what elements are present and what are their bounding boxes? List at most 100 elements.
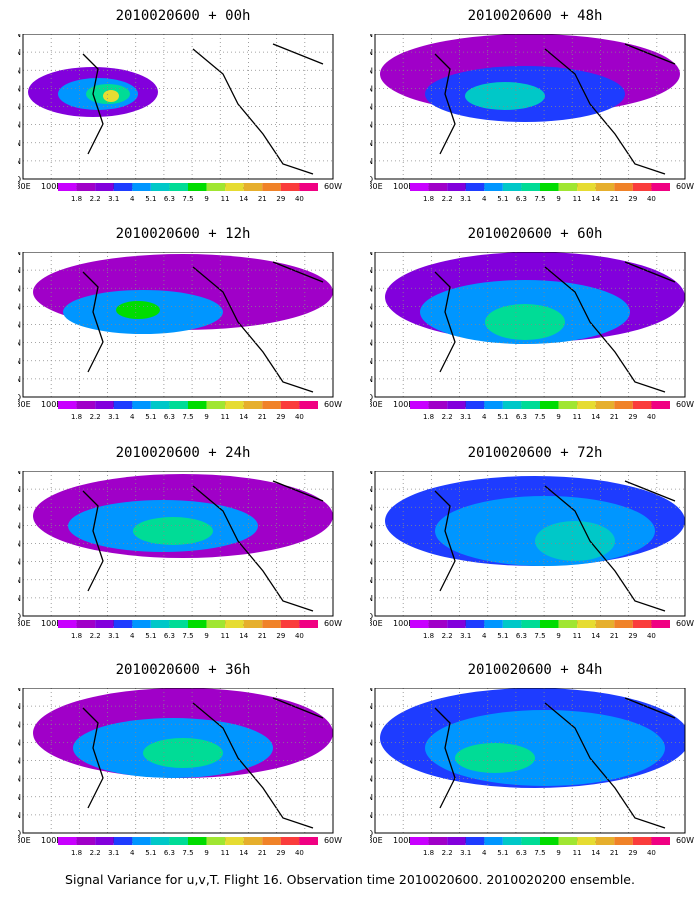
- colorbar-swatch: [632, 620, 652, 628]
- lat-tick-label: 30N: [18, 339, 21, 348]
- colorbar-swatch: [132, 401, 151, 409]
- colorbar-swatch: [299, 183, 318, 191]
- coastline: [434, 43, 676, 175]
- colorbar-swatch: [632, 401, 652, 409]
- variance-region: [535, 521, 615, 561]
- colorbar-label: 14: [239, 195, 248, 203]
- colorbar-swatch: [243, 837, 263, 845]
- lat-tick-label: 20N: [18, 139, 21, 148]
- lat-tick-label: 80N: [18, 688, 21, 693]
- lat-tick-label: 60N: [370, 66, 373, 75]
- colorbar-label: 1.8: [423, 195, 434, 203]
- colorbar-label: 7.5: [534, 195, 545, 203]
- lon-tick-label: 60W: [324, 400, 342, 409]
- colorbar-swatch: [188, 620, 207, 628]
- lat-tick-label: 40N: [18, 103, 21, 112]
- colorbar: 1.8 2.2 3.1 4 5.1 6.3 7.5 9 11 14 21 29 40: [410, 183, 670, 203]
- colorbar-label: 7.5: [534, 632, 545, 640]
- map-panel: 2010020600 + 12h 80N 70N 60N 50N 40N 30N 20N 10N…: [18, 226, 348, 426]
- colorbar-swatch: [502, 620, 522, 628]
- colorbar-swatch: [206, 620, 226, 628]
- colorbar-label: 9: [556, 632, 560, 640]
- colorbar-swatch: [651, 837, 670, 845]
- colorbar-label: 1.8: [71, 849, 82, 857]
- lat-tick-label: 50N: [370, 84, 373, 93]
- colorbar-swatch: [465, 183, 485, 191]
- lat-tick-label: EQ: [370, 612, 373, 621]
- colorbar-swatch: [95, 183, 114, 191]
- colorbar-swatch: [299, 401, 318, 409]
- lat-tick-label: 50N: [370, 738, 373, 747]
- colorbar-label: 3.1: [460, 195, 471, 203]
- colorbar-swatch: [577, 401, 596, 409]
- colorbar-label: 3.1: [460, 632, 471, 640]
- colorbar-swatch: [262, 837, 281, 845]
- colorbar-label: 7.5: [534, 413, 545, 421]
- lat-tick-label: 60N: [18, 720, 21, 729]
- colorbar-swatch: [447, 837, 466, 845]
- colorbar-label: 2.2: [442, 195, 453, 203]
- lat-tick-label: 70N: [18, 48, 21, 57]
- lat-tick-label: 50N: [18, 521, 21, 530]
- lon-tick-label: 80E: [18, 400, 31, 409]
- map-panel: 2010020600 + 60h 80N 70N 60N 50N 40N 30N 20N 10N…: [370, 226, 700, 426]
- lon-tick-label: 60W: [676, 400, 694, 409]
- colorbar-swatch: [540, 837, 559, 845]
- variance-region: [133, 517, 213, 545]
- colorbar-swatch: [540, 401, 559, 409]
- map-plot: 80N70N60N50N40N30N20N10NEQ80E100E120E140…: [18, 471, 342, 628]
- colorbar-swatch: [95, 401, 114, 409]
- colorbar-label: 14: [591, 849, 600, 857]
- coastline: [434, 480, 676, 612]
- coastline: [82, 261, 324, 393]
- colorbar-swatch: [484, 837, 503, 845]
- colorbar-swatch: [540, 620, 559, 628]
- colorbar-label: 11: [221, 632, 230, 640]
- colorbar: 1.8 2.2 3.1 4 5.1 6.3 7.5 9 11 14 21 29 40: [410, 620, 670, 640]
- coastline: [434, 261, 676, 393]
- lat-tick-label: EQ: [18, 393, 21, 402]
- colorbar-swatch: [243, 401, 263, 409]
- colorbar-swatch: [651, 401, 670, 409]
- lon-tick-label: 80E: [370, 400, 383, 409]
- colorbar-label: 29: [276, 632, 285, 640]
- lat-tick-label: 30N: [370, 339, 373, 348]
- colorbar-label: 6.3: [164, 849, 175, 857]
- colorbar-label: 2.2: [90, 632, 101, 640]
- panel-title: 2010020600 + 84h: [467, 662, 603, 678]
- colorbar-label: 40: [295, 632, 304, 640]
- colorbar-label: 5.1: [497, 849, 508, 857]
- colorbar-swatch: [465, 837, 485, 845]
- colorbar-label: 7.5: [182, 849, 193, 857]
- colorbar-label: 3.1: [108, 413, 119, 421]
- colorbar-label: 4: [130, 195, 135, 203]
- colorbar-label: 29: [276, 413, 285, 421]
- colorbar: 1.8 2.2 3.1 4 5.1 6.3 7.5 9 11 14 21 29 40: [58, 620, 318, 640]
- colorbar-swatch: [280, 837, 300, 845]
- colorbar-swatch: [150, 401, 170, 409]
- lat-tick-label: 60N: [18, 66, 21, 75]
- lat-tick-label: 70N: [370, 702, 373, 711]
- colorbar-label: 14: [239, 849, 248, 857]
- panel-title: 2010020600 + 48h: [467, 8, 603, 24]
- colorbar-swatch: [169, 183, 188, 191]
- lon-tick-label: 80E: [18, 619, 31, 628]
- colorbar-swatch: [614, 620, 633, 628]
- colorbar-label: 9: [204, 632, 208, 640]
- colorbar-swatch: [150, 183, 170, 191]
- colorbar-label: 5.1: [145, 849, 156, 857]
- lat-tick-label: 30N: [18, 121, 21, 130]
- colorbar-label: 5.1: [497, 195, 508, 203]
- colorbar-swatch: [484, 401, 503, 409]
- coastline: [82, 43, 324, 175]
- colorbar-swatch: [280, 401, 300, 409]
- lat-tick-label: 50N: [18, 738, 21, 747]
- colorbar-swatch: [243, 620, 263, 628]
- colorbar-label: 21: [258, 195, 267, 203]
- colorbar-label: 40: [647, 849, 656, 857]
- lat-tick-label: 70N: [370, 266, 373, 275]
- colorbar-swatch: [188, 183, 207, 191]
- colorbar-label: 9: [556, 849, 560, 857]
- colorbar-label: 21: [610, 849, 619, 857]
- colorbar-swatch: [169, 837, 188, 845]
